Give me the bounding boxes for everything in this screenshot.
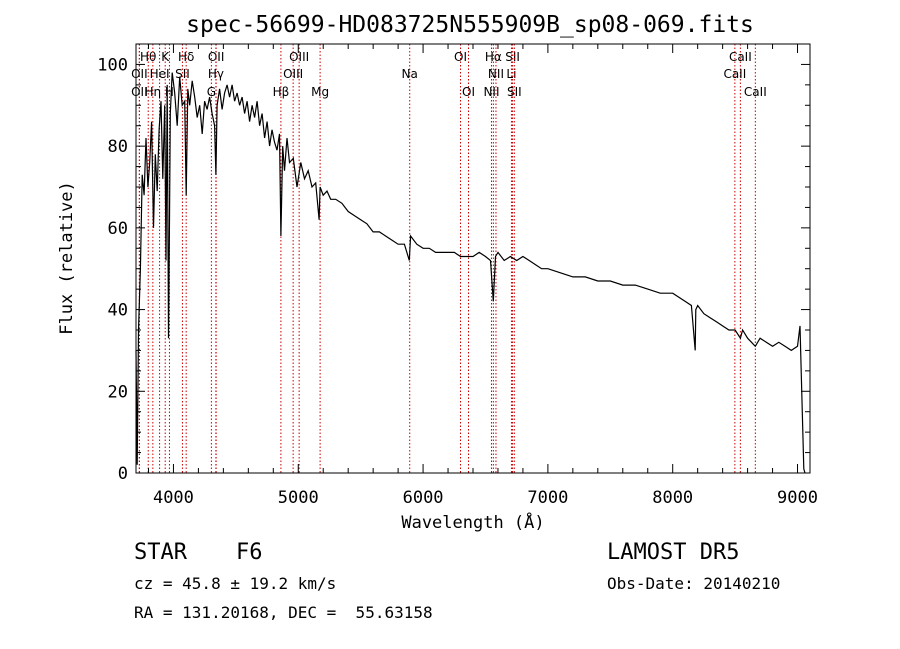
line-marker-label: OII bbox=[131, 67, 148, 81]
line-marker-label: Hα bbox=[485, 50, 502, 64]
line-marker-label: Hθ bbox=[140, 50, 156, 64]
line-marker-label: OIII bbox=[289, 50, 309, 64]
plot-frame bbox=[135, 43, 811, 474]
line-marker-label: HeI bbox=[150, 67, 170, 81]
y-tick-label: 60 bbox=[108, 219, 128, 239]
object-class: STAR bbox=[134, 540, 187, 565]
line-marker-label: OII bbox=[131, 85, 148, 99]
x-axis-label: Wavelength (Å) bbox=[401, 511, 544, 533]
y-tick-label: 100 bbox=[97, 55, 128, 75]
x-axis: 4000 5000 6000 7000 8000 9000 bbox=[147, 44, 818, 508]
line-marker-label: Na bbox=[402, 67, 418, 81]
line-marker-label: Li bbox=[506, 67, 516, 81]
line-marker-label: H bbox=[165, 85, 174, 99]
chart-title: spec-56699-HD083725N555909B_sp08-069.fit… bbox=[186, 12, 754, 38]
line-marker-label: OI bbox=[462, 85, 475, 99]
line-marker-label: Hδ bbox=[178, 50, 194, 64]
x-tick-label: 9000 bbox=[777, 488, 818, 508]
line-marker-label: G bbox=[207, 85, 216, 99]
observation-date: Obs-Date: 20140210 bbox=[607, 574, 781, 593]
line-marker-label: SII bbox=[507, 85, 522, 99]
line-marker-label: CaII bbox=[723, 67, 746, 81]
line-marker-label: Hη bbox=[145, 85, 162, 99]
line-marker-label: CaII bbox=[744, 85, 767, 99]
x-tick-label: 8000 bbox=[652, 488, 693, 508]
sky-coordinates: RA = 131.20168, DEC = 55.63158 bbox=[134, 603, 433, 622]
y-tick-label: 80 bbox=[108, 137, 128, 157]
line-marker-label: OIII bbox=[283, 67, 303, 81]
y-tick-label: 40 bbox=[108, 301, 128, 321]
line-marker-label: CaII bbox=[729, 50, 752, 64]
line-marker-label: OII bbox=[208, 50, 225, 64]
y-tick-label: 0 bbox=[118, 464, 128, 484]
spectral-subclass: F6 bbox=[236, 540, 263, 565]
line-marker-label: Hβ bbox=[273, 85, 290, 99]
line-marker-label: NII bbox=[483, 85, 499, 99]
x-tick-label: 4000 bbox=[153, 488, 194, 508]
x-tick-label: 7000 bbox=[527, 488, 568, 508]
y-axis-label: Flux (relative) bbox=[57, 181, 77, 335]
line-marker-label: K bbox=[161, 50, 170, 64]
line-marker-label: SII bbox=[175, 67, 190, 81]
spectrum-plot: spec-56699-HD083725N555909B_sp08-069.fit… bbox=[57, 12, 818, 533]
line-marker-label: Mg bbox=[311, 85, 329, 99]
x-tick-label: 6000 bbox=[403, 488, 444, 508]
y-tick-label: 20 bbox=[108, 382, 128, 402]
x-tick-label: 5000 bbox=[278, 488, 319, 508]
spectrum-line bbox=[135, 72, 806, 474]
line-marker-label: SII bbox=[505, 50, 520, 64]
survey-name: LAMOST DR5 bbox=[607, 540, 740, 565]
line-marker-label: Hγ bbox=[208, 67, 224, 81]
redshift-value: cz = 45.8 ± 19.2 km/s bbox=[134, 574, 337, 593]
y-axis: 0 20 40 60 80 100 bbox=[97, 55, 810, 484]
line-marker-label: NII bbox=[488, 67, 504, 81]
line-marker-label: OI bbox=[454, 50, 467, 64]
